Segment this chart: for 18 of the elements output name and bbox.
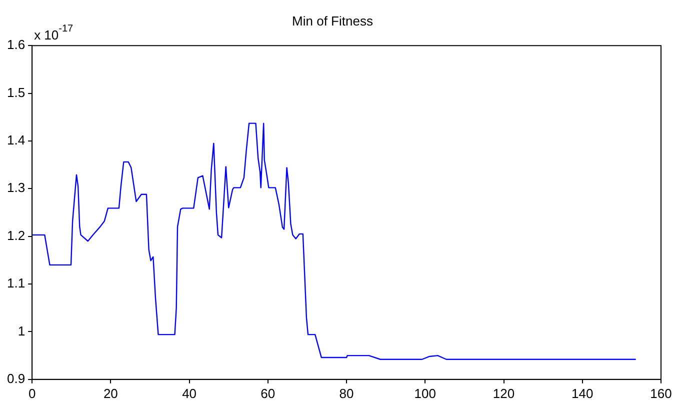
y-tick-label: 1.5 xyxy=(6,84,26,100)
x-tick-label: 20 xyxy=(103,386,118,401)
y-tick-label: 1.6 xyxy=(6,37,26,52)
y-tick-label: 1 xyxy=(18,323,26,338)
y-tick-label: 1.3 xyxy=(6,180,26,196)
y-tick-label: 1.1 xyxy=(6,276,26,291)
y-tick-label: 0.9 xyxy=(6,370,26,386)
x-tick-label: 160 xyxy=(650,386,672,401)
x-tick-label: 100 xyxy=(414,386,436,401)
x-tick-label: 80 xyxy=(339,386,354,401)
x-tick-label: 40 xyxy=(182,386,197,401)
y-tick-label: 1.4 xyxy=(6,132,26,148)
y-tick-label: 1.2 xyxy=(6,228,26,243)
x-tick-label: 140 xyxy=(572,386,594,401)
chart-title: Min of Fitness xyxy=(292,13,374,28)
x-tick-label: 60 xyxy=(260,386,276,401)
x-tick-label: 0 xyxy=(28,386,36,401)
x-tick-label: 120 xyxy=(492,386,515,401)
